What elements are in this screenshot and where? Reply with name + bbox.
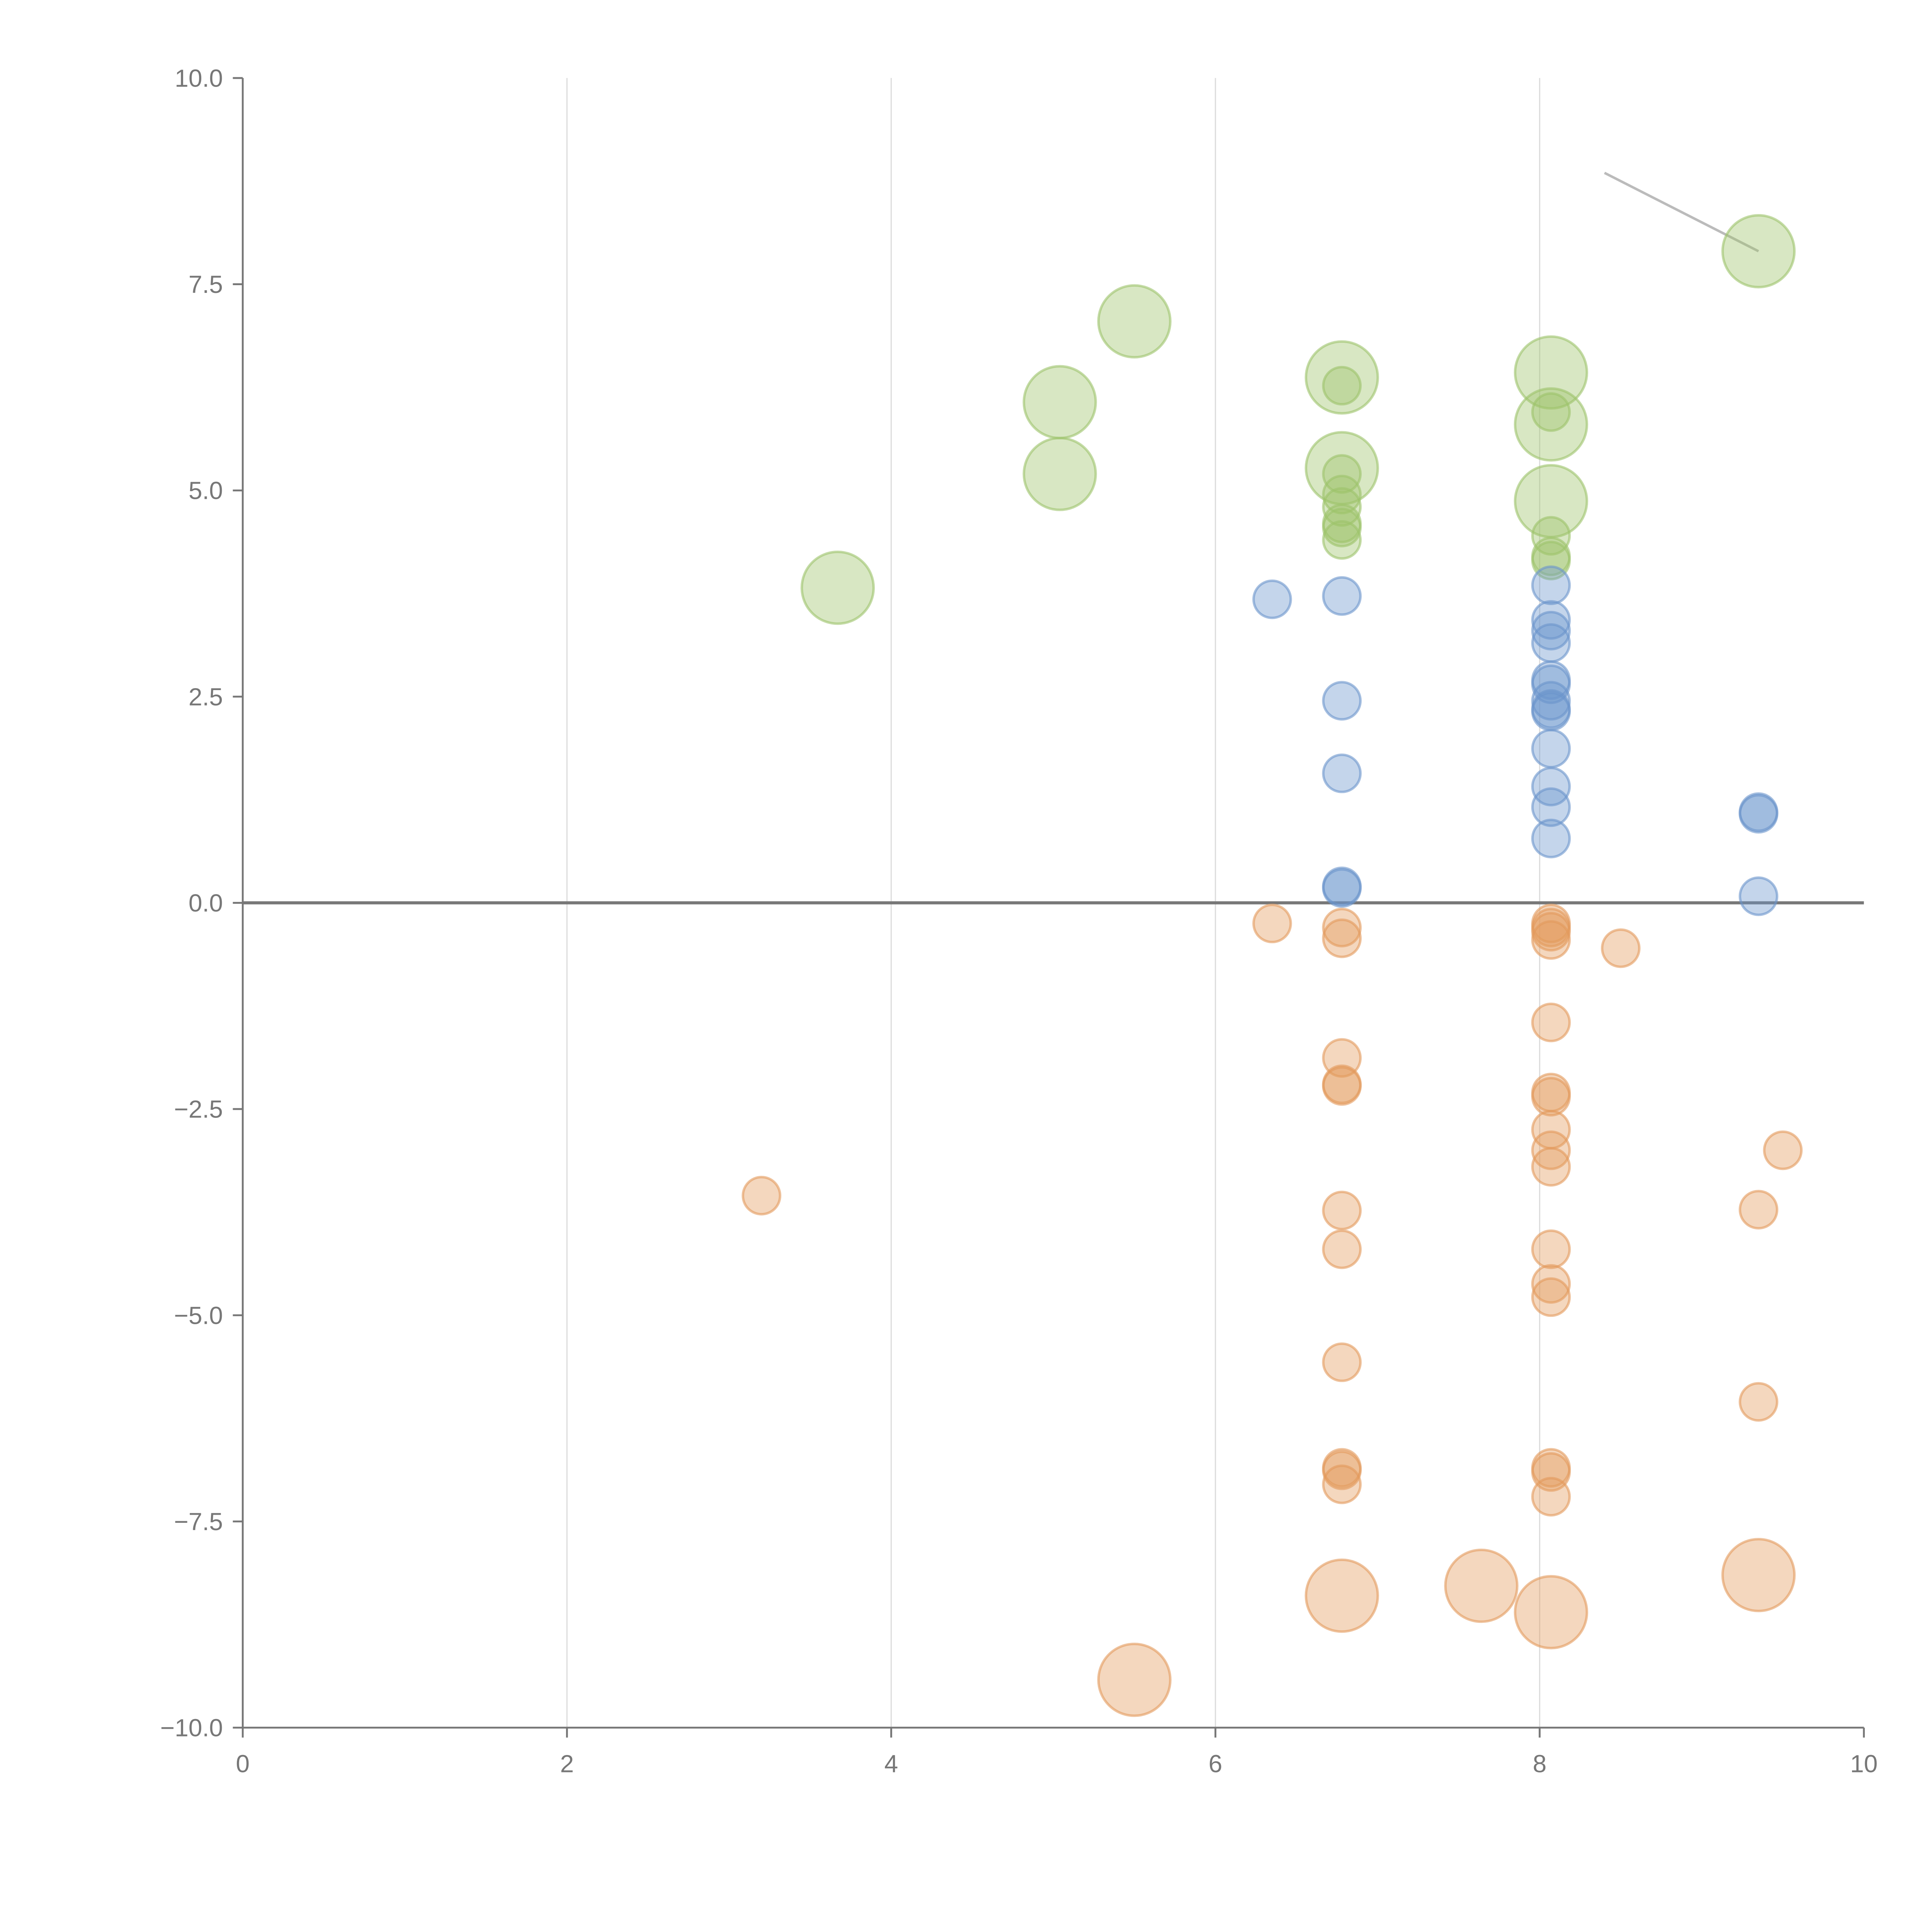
y-tick-label: 2.5	[189, 683, 223, 711]
data-point-orange	[1252, 903, 1292, 944]
data-point-green	[1022, 365, 1097, 439]
data-point-blue	[1531, 692, 1571, 731]
data-point-orange	[1738, 1382, 1779, 1422]
data-point-green	[1097, 284, 1172, 359]
data-point-orange	[1531, 1229, 1571, 1269]
data-point-orange	[1738, 1190, 1779, 1230]
data-point-orange	[1531, 1277, 1571, 1317]
data-point-orange	[1322, 1066, 1362, 1106]
data-point-blue	[1531, 729, 1571, 769]
series-blue	[1252, 565, 1779, 916]
data-point-blue	[1322, 576, 1362, 616]
data-point-blue	[1322, 868, 1362, 908]
data-point-green	[1304, 340, 1379, 415]
y-tick-label: −5.0	[174, 1301, 223, 1329]
data-point-green	[1322, 474, 1362, 515]
data-point-blue	[1531, 818, 1571, 859]
data-point-green	[1322, 366, 1362, 406]
x-tick-label: 6	[1209, 1750, 1223, 1778]
x-tick-label: 4	[884, 1750, 898, 1778]
data-point-blue	[1738, 876, 1779, 916]
data-point-orange	[1763, 1130, 1803, 1170]
data-point-green	[1322, 508, 1362, 548]
data-point-orange	[1721, 1538, 1796, 1612]
y-tick-label: −10.0	[160, 1714, 223, 1742]
data-point-orange	[1531, 1077, 1571, 1117]
data-point-orange	[1097, 1643, 1172, 1717]
data-point-orange	[1444, 1548, 1519, 1623]
data-point-blue	[1531, 787, 1571, 827]
x-tick-label: 2	[560, 1750, 574, 1778]
y-tick-label: 7.5	[189, 270, 223, 298]
annotations	[1604, 172, 1759, 253]
data-point-blue	[1531, 611, 1571, 651]
data-point-orange	[1531, 1130, 1571, 1170]
data-point-orange	[1322, 1190, 1362, 1231]
leader-line	[1604, 172, 1759, 253]
data-points	[742, 214, 1803, 1717]
x-tick-label: 10	[1850, 1750, 1878, 1778]
data-point-blue	[1322, 753, 1362, 793]
data-point-orange	[1531, 1477, 1571, 1517]
data-point-orange	[1531, 1147, 1571, 1187]
data-point-blue	[1531, 565, 1571, 605]
data-point-green	[800, 550, 875, 625]
data-point-orange	[1531, 912, 1571, 952]
data-point-green	[1721, 214, 1796, 289]
data-point-green	[1322, 487, 1362, 527]
data-point-green	[1022, 437, 1097, 511]
y-tick-label: 0.0	[189, 889, 223, 917]
series-green	[800, 214, 1796, 625]
data-point-blue	[1322, 681, 1362, 721]
x-tick-label: 8	[1533, 1750, 1547, 1778]
data-point-orange	[1322, 1342, 1362, 1382]
data-point-orange	[1531, 920, 1571, 960]
data-point-orange	[1531, 1264, 1571, 1304]
series-orange	[742, 903, 1803, 1717]
data-point-orange	[1601, 928, 1641, 968]
x-tick-label: 0	[236, 1750, 250, 1778]
data-point-green	[1322, 454, 1362, 494]
data-point-green	[1531, 392, 1571, 432]
y-tick-label: 5.0	[189, 477, 223, 505]
axes: 0 2 4 6 8 10 10.0 7.5 5.0 2.5 0.0 −2.5 −5.0 −7.5 −10.0	[160, 64, 1878, 1777]
data-point-orange	[1322, 1450, 1362, 1490]
data-point-orange	[1322, 1229, 1362, 1269]
y-tick-label: −2.5	[174, 1095, 223, 1123]
data-point-blue	[1531, 623, 1571, 663]
y-tick-label: 10.0	[175, 64, 223, 92]
data-point-orange	[1322, 908, 1362, 947]
data-point-orange	[1322, 1464, 1362, 1504]
data-point-blue	[1531, 767, 1571, 806]
data-point-blue	[1531, 600, 1571, 640]
data-point-blue	[1531, 681, 1571, 721]
data-point-orange	[1514, 1575, 1588, 1650]
data-point-orange	[1322, 918, 1362, 958]
data-point-orange	[742, 1176, 782, 1216]
data-point-blue	[1252, 579, 1292, 619]
data-point-orange	[1304, 1558, 1379, 1633]
data-point-green	[1514, 335, 1588, 410]
data-point-blue	[1738, 794, 1779, 834]
y-tick-label: −7.5	[174, 1508, 223, 1536]
data-point-orange	[1531, 1002, 1571, 1043]
data-point-green	[1322, 520, 1362, 560]
